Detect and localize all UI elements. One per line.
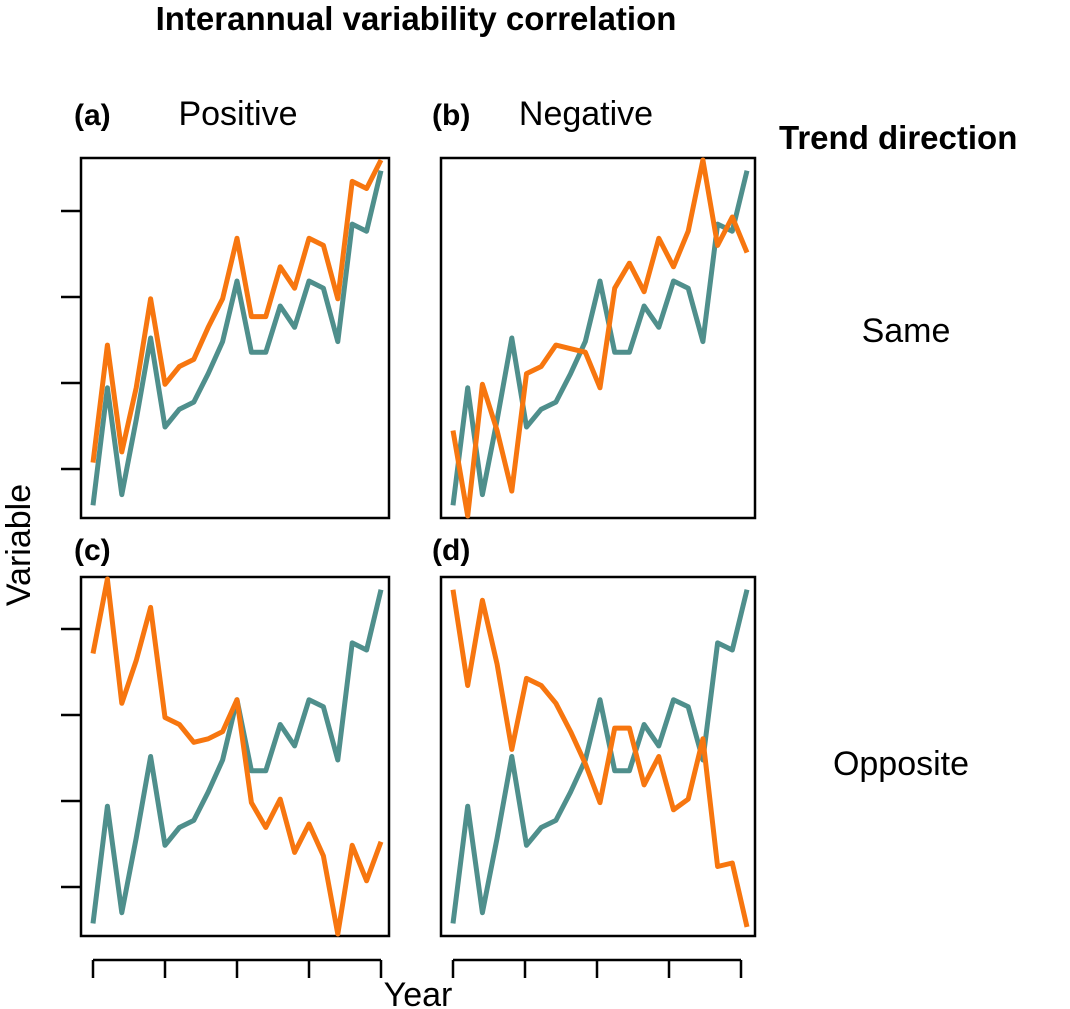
plot-frame [79,156,391,520]
row-label-same: Same [862,312,951,350]
trend-direction-header: Trend direction [779,119,1017,156]
column-label-positive: Positive [178,95,297,133]
panel-b [439,156,757,520]
panel-tag-c: (c) [74,534,111,567]
panel-tag-b: (b) [432,99,470,132]
x-axis-label: Year [384,976,453,1009]
teal-series-line [90,589,384,924]
column-label-negative: Negative [519,95,653,133]
row-label-opposite: Opposite [833,745,969,783]
panel-a [61,156,391,520]
plot-frame [439,156,757,520]
panel-c [61,575,391,978]
plot-frame [79,575,391,938]
panel-tag-d: (d) [432,534,470,567]
plot-frame [439,575,757,938]
orange-series-line [450,157,750,519]
panel-tag-a: (a) [74,99,111,132]
orange-series-line [90,158,384,463]
orange-series-line [90,576,384,937]
figure-title: Interannual variability correlation [156,0,677,37]
y-axis-label: Variable [0,484,38,606]
panel-d [439,575,757,978]
panels [61,156,757,978]
teal-series-line [450,170,750,506]
orange-series-line [450,589,750,928]
teal-series-line [450,589,750,924]
teal-series-line [90,170,384,506]
